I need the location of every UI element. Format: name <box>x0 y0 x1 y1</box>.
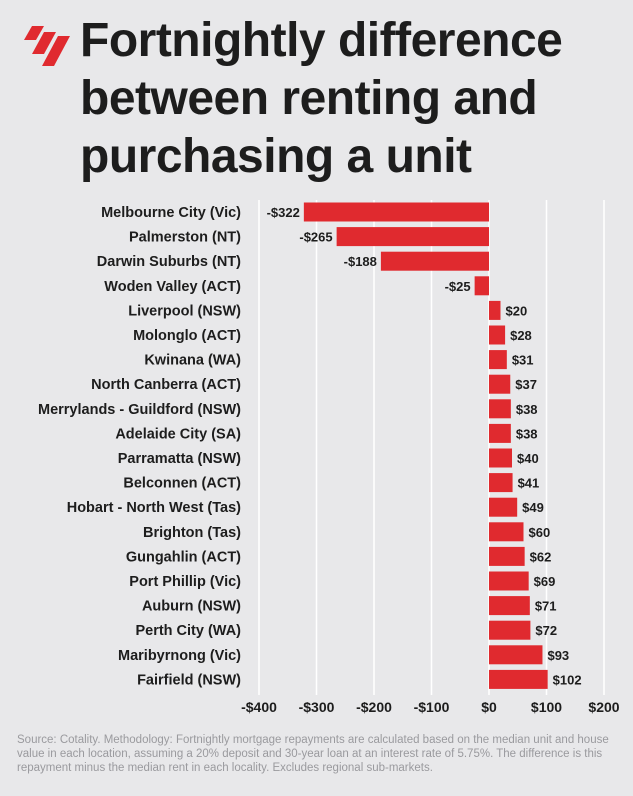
category-label: Belconnen (ACT) <box>123 476 241 492</box>
bar <box>380 251 489 271</box>
x-tick-label: -$200 <box>356 699 392 715</box>
category-label: Woden Valley (ACT) <box>104 279 241 295</box>
category-label: Gungahlin (ACT) <box>126 549 241 565</box>
bar <box>489 571 529 591</box>
value-label: $41 <box>518 476 540 491</box>
bar <box>489 546 525 566</box>
value-label: -$322 <box>267 205 300 220</box>
bar <box>474 276 489 296</box>
sbs-logo-icon <box>24 26 70 66</box>
x-tick-label: -$300 <box>299 699 335 715</box>
category-label: Auburn (NSW) <box>142 599 241 615</box>
value-label: $93 <box>547 648 569 663</box>
category-label: Adelaide City (SA) <box>115 426 241 442</box>
x-tick-label: $200 <box>588 699 619 715</box>
bar <box>489 645 543 665</box>
value-label: -$265 <box>299 230 332 245</box>
chart-title: Fortnightly difference between renting a… <box>80 14 563 183</box>
bar <box>489 473 513 493</box>
bar <box>489 522 524 542</box>
bar <box>489 423 511 443</box>
x-tick-label: $100 <box>531 699 562 715</box>
bar <box>489 399 511 419</box>
bar-chart: Melbourne City (Vic) -$322 Palmerston (NT)… <box>38 200 620 715</box>
bar <box>489 325 506 345</box>
value-label: $102 <box>553 672 582 687</box>
category-label: Parramatta (NSW) <box>118 451 241 467</box>
category-label: Darwin Suburbs (NT) <box>97 254 241 270</box>
category-label: Liverpool (NSW) <box>128 303 241 319</box>
value-label: $62 <box>530 549 552 564</box>
value-label: $20 <box>506 303 528 318</box>
bar <box>336 227 489 247</box>
value-label: -$188 <box>344 254 377 269</box>
category-label: Melbourne City (Vic) <box>101 205 241 221</box>
value-label: $69 <box>534 574 556 589</box>
bar <box>489 374 511 394</box>
category-label: Palmerston (NT) <box>129 230 241 246</box>
value-label: $40 <box>517 451 539 466</box>
value-label: $72 <box>535 623 557 638</box>
bar <box>489 596 530 616</box>
category-label: Perth City (WA) <box>135 623 241 639</box>
value-label: $28 <box>510 328 532 343</box>
value-label: $60 <box>529 525 551 540</box>
value-label: -$25 <box>445 279 471 294</box>
category-label: Kwinana (WA) <box>144 353 241 369</box>
category-label: Brighton (Tas) <box>143 525 241 541</box>
bar <box>303 202 489 222</box>
category-label: Maribyrnong (Vic) <box>118 648 241 664</box>
category-label: Hobart - North West (Tas) <box>67 500 241 516</box>
bar <box>489 620 531 640</box>
category-label: Merrylands - Guildford (NSW) <box>38 402 241 418</box>
value-label: $31 <box>512 353 534 368</box>
bar <box>489 669 548 689</box>
x-tick-label: -$400 <box>241 699 277 715</box>
category-label: Port Phillip (Vic) <box>129 574 241 590</box>
source-note: Source: Cotality. Methodology: Fortnight… <box>17 734 609 774</box>
value-label: $49 <box>522 500 544 515</box>
value-label: $38 <box>516 402 538 417</box>
value-label: $37 <box>515 377 537 392</box>
value-label: $38 <box>516 426 538 441</box>
category-label: Fairfield (NSW) <box>137 672 241 688</box>
x-tick-label: $0 <box>481 699 497 715</box>
bar <box>489 497 518 517</box>
category-label: Molonglo (ACT) <box>133 328 241 344</box>
bar <box>489 300 501 320</box>
bar <box>489 448 512 468</box>
value-label: $71 <box>535 599 557 614</box>
x-tick-label: -$100 <box>414 699 450 715</box>
bar <box>489 350 507 370</box>
category-label: North Canberra (ACT) <box>91 377 241 393</box>
